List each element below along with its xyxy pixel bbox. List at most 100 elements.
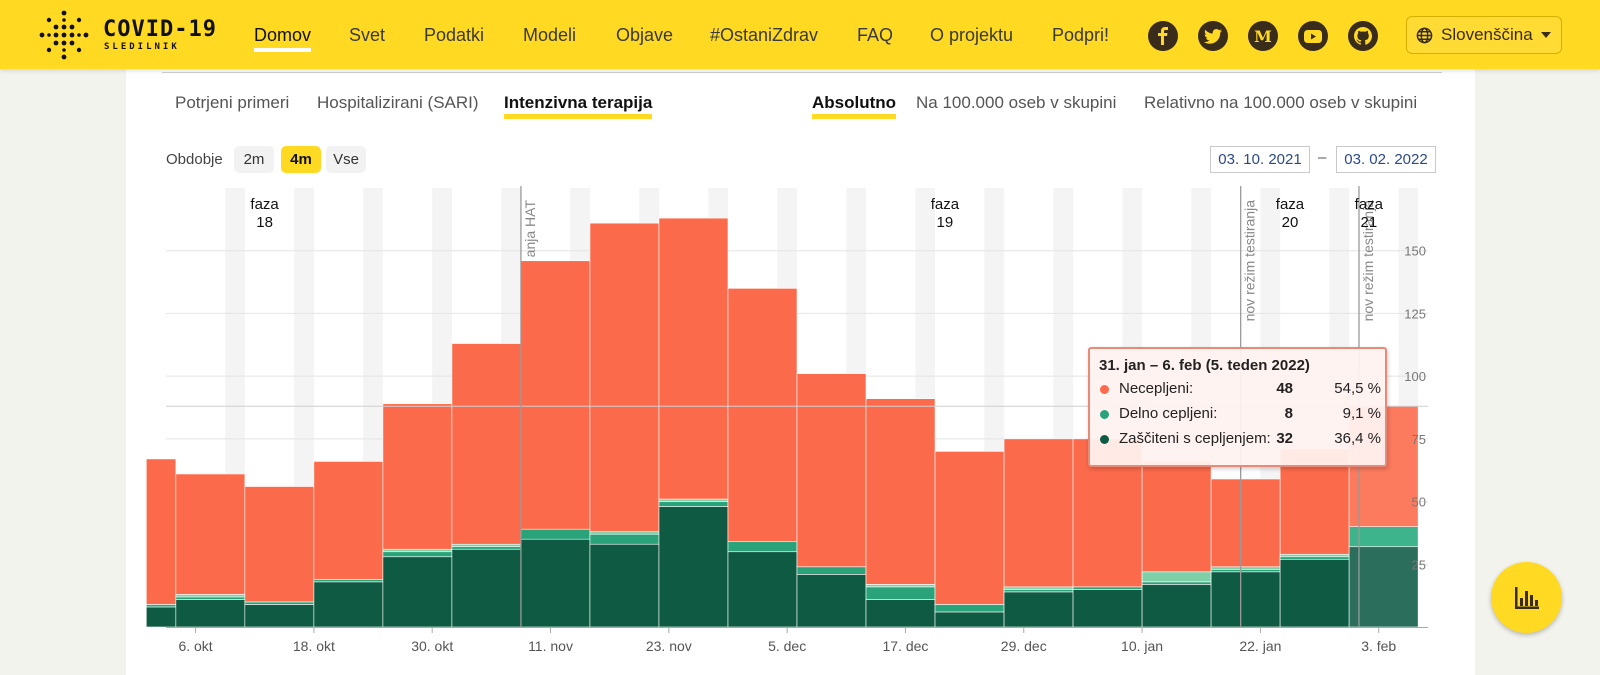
bar-fully-vaccinated xyxy=(934,611,1005,628)
medium-icon[interactable]: M xyxy=(1248,21,1278,51)
tab-relativno-na-100000[interactable]: Relativno na 100.000 oseb v skupini xyxy=(1144,93,1418,112)
y-tick-label: 100 xyxy=(1404,369,1426,384)
bar-partially-vaccinated xyxy=(865,586,936,600)
bar-unvaccinated xyxy=(244,486,315,603)
bar-other-vaccinated xyxy=(1279,553,1350,558)
bar-unvaccinated xyxy=(658,217,729,500)
facebook-icon[interactable] xyxy=(1148,21,1178,51)
bar-fully-vaccinated xyxy=(520,538,591,628)
bar-fully-vaccinated xyxy=(589,543,660,628)
phase-number: 18 xyxy=(256,214,273,231)
x-tick-label: 17. dec xyxy=(882,638,928,654)
tab-hospitalizirani[interactable]: Hospitalizirani (SARI) xyxy=(317,93,479,112)
bar-partially-vaccinated xyxy=(175,596,246,600)
bar-fully-vaccinated xyxy=(1141,584,1212,628)
top-navigation-bar: COVID-19 SLEDILNIK Domov Svet Podatki Mo… xyxy=(0,0,1600,69)
bar-fully-vaccinated xyxy=(796,574,867,628)
period-4m-button[interactable]: 4m xyxy=(281,146,321,173)
y-tick-label: 150 xyxy=(1404,244,1426,259)
tab-na-100000[interactable]: Na 100.000 oseb v skupini xyxy=(916,93,1117,112)
y-tick-label: 75 xyxy=(1412,432,1426,447)
tooltip-value: 32 xyxy=(1276,430,1293,447)
bar-partially-vaccinated xyxy=(382,551,453,558)
nav-podatki[interactable]: Podatki xyxy=(424,25,485,45)
nav-svet[interactable]: Svet xyxy=(349,25,386,45)
bar-unvaccinated xyxy=(1003,438,1074,588)
bar-unvaccinated xyxy=(313,461,384,580)
bar-partially-vaccinated xyxy=(1141,581,1212,585)
bar-partially-vaccinated xyxy=(796,566,867,575)
bar-fully-vaccinated xyxy=(175,599,246,628)
tooltip-percent: 36,4 % xyxy=(1334,430,1381,447)
tooltip-label: Delno cepljeni: xyxy=(1119,405,1218,422)
bar-unvaccinated xyxy=(865,398,936,585)
bar-partially-vaccinated xyxy=(145,604,177,608)
bar-fully-vaccinated xyxy=(145,606,177,628)
tab-absolutno[interactable]: Absolutno xyxy=(812,93,897,119)
nav-podpri[interactable]: Podpri! xyxy=(1052,25,1110,45)
bar-fully-vaccinated xyxy=(1348,546,1419,628)
nav-o-projektu[interactable]: O projektu xyxy=(930,25,1014,45)
tooltip-value: 48 xyxy=(1276,380,1293,397)
date-from-input[interactable]: 03. 10. 2021 xyxy=(1210,146,1310,173)
tab-potrjeni-primeri[interactable]: Potrjeni primeri xyxy=(175,93,290,112)
bar-other-vaccinated xyxy=(658,498,729,502)
bar-other-vaccinated xyxy=(382,548,453,553)
event-label: nov režim testiranja xyxy=(1360,200,1376,322)
legend-dot xyxy=(1100,435,1109,444)
bar-fully-vaccinated xyxy=(1279,558,1350,628)
bar-partially-vaccinated xyxy=(589,533,660,545)
bar-unvaccinated xyxy=(175,473,246,595)
period-vse-button[interactable]: Vse xyxy=(326,146,366,173)
y-tick-label: 25 xyxy=(1412,557,1426,572)
phase-label: faza xyxy=(931,196,960,213)
tab-intenzivna-terapija[interactable]: Intenzivna terapija xyxy=(504,93,653,119)
twitter-icon[interactable] xyxy=(1198,21,1228,51)
bar-fully-vaccinated xyxy=(244,604,315,628)
bar-other-vaccinated xyxy=(1003,586,1074,590)
chevron-down-icon xyxy=(1541,32,1551,38)
bar-partially-vaccinated xyxy=(658,501,729,507)
bar-partially-vaccinated xyxy=(313,579,384,583)
nav-faq[interactable]: FAQ xyxy=(857,25,894,45)
tooltip-label: Zaščiteni s cepljenjem: xyxy=(1119,430,1271,447)
brand[interactable]: COVID-19 SLEDILNIK xyxy=(103,18,217,53)
logo-icon[interactable] xyxy=(38,9,90,61)
language-selector[interactable]: Slovenščina xyxy=(1406,16,1562,54)
tooltip-value: 8 xyxy=(1284,405,1293,422)
date-to-input[interactable]: 03. 02. 2022 xyxy=(1336,146,1436,173)
x-tick-label: 22. jan xyxy=(1239,638,1281,654)
nav-modeli[interactable]: Modeli xyxy=(523,25,577,45)
bar-unvaccinated xyxy=(1141,461,1212,573)
x-tick-label: 6. okt xyxy=(178,638,212,654)
nav-ostanizdrav[interactable]: #OstaniZdrav xyxy=(710,25,819,45)
bar-fully-vaccinated xyxy=(865,599,936,628)
phase-label: faza xyxy=(1355,196,1384,213)
github-icon[interactable] xyxy=(1348,21,1378,51)
bar-unvaccinated xyxy=(520,260,591,530)
nav-domov[interactable]: Domov xyxy=(254,25,312,52)
bar-partially-vaccinated xyxy=(520,528,591,540)
x-tick-label: 18. okt xyxy=(293,638,335,654)
chart-fab-button[interactable] xyxy=(1491,562,1562,633)
period-label: Obdobje xyxy=(166,151,223,168)
bar-other-vaccinated xyxy=(1141,571,1212,583)
brand-subtitle: SLEDILNIK xyxy=(104,42,180,52)
bar-partially-vaccinated xyxy=(934,604,1005,613)
globe-icon xyxy=(1416,27,1433,43)
bar-partially-vaccinated xyxy=(727,541,798,553)
bar-partially-vaccinated xyxy=(1210,569,1281,573)
bar-unvaccinated xyxy=(1210,478,1281,568)
nav-objave[interactable]: Objave xyxy=(616,25,674,45)
bar-unvaccinated xyxy=(796,373,867,568)
phase-number: 20 xyxy=(1282,214,1299,231)
period-2m-button[interactable]: 2m xyxy=(234,146,274,173)
youtube-icon[interactable] xyxy=(1298,21,1328,51)
bar-chart-icon xyxy=(1514,586,1539,609)
x-tick-label: 29. dec xyxy=(1001,638,1047,654)
bar-partially-vaccinated xyxy=(1003,589,1074,593)
event-label: nov režim testiranja xyxy=(1242,200,1258,322)
bar-fully-vaccinated xyxy=(313,581,384,628)
tooltip-title: 31. jan – 6. feb (5. teden 2022) xyxy=(1099,357,1310,374)
